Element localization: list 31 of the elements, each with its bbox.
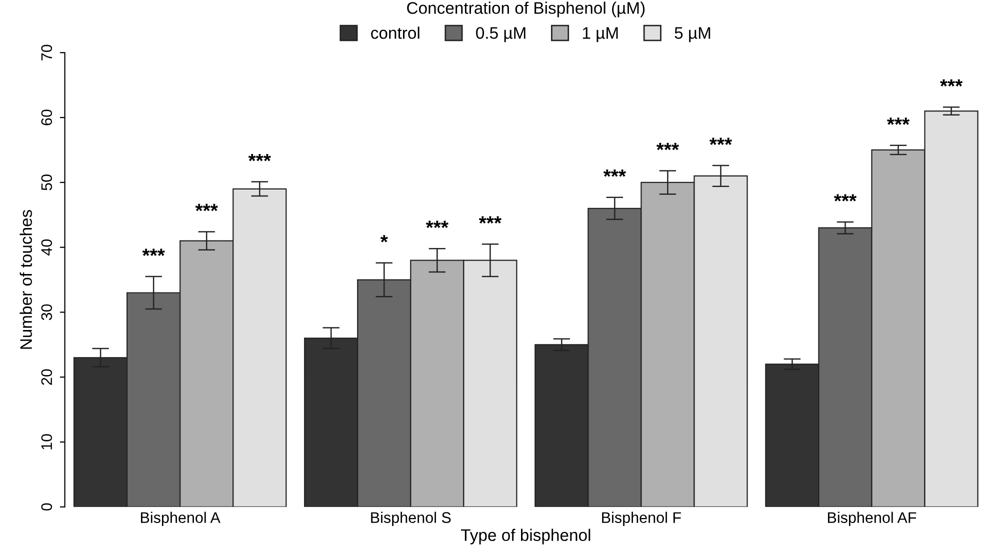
- data-label: ***: [195, 204, 218, 212]
- data-label: ***: [656, 142, 680, 150]
- y-tick-label: 0: [41, 503, 52, 511]
- y-tick-label: 20: [41, 369, 52, 385]
- y-tick-label: 70: [41, 44, 52, 60]
- data-label: ***: [940, 79, 963, 87]
- x-tick-label: Bisphenol A: [140, 512, 220, 526]
- data-label: ***: [426, 220, 448, 228]
- y-tick-label: 50: [41, 174, 52, 190]
- data-label: ***: [248, 154, 271, 162]
- y-tick-label: 40: [41, 239, 52, 256]
- legend-title: Concentration of Bisphenol (µM): [407, 2, 645, 18]
- data-label: *: [380, 235, 388, 242]
- data-label: ***: [886, 118, 910, 125]
- x-tick-label: Bisphenol F: [602, 512, 681, 526]
- legend-label: 5 µM: [674, 27, 710, 42]
- x-tick-label: Bisphenol S: [371, 512, 451, 526]
- legend-label: 0.5 µM: [476, 27, 526, 42]
- data-label: ***: [478, 216, 502, 224]
- x-tick-label: Bisphenol AF: [828, 512, 916, 526]
- data-label: ***: [142, 248, 165, 256]
- data-label: ***: [709, 138, 732, 145]
- legend-label: control: [371, 26, 420, 39]
- data-label: ***: [603, 170, 626, 177]
- y-tick-label: 30: [41, 304, 52, 320]
- y-tick-label: 60: [41, 110, 52, 126]
- x-axis-title: Type of bisphenol: [460, 528, 590, 544]
- data-label: ***: [834, 194, 857, 202]
- y-axis-title: Number of touches: [20, 210, 32, 349]
- legend-label: 1 µM: [582, 27, 618, 42]
- y-tick-label: 10: [41, 434, 52, 450]
